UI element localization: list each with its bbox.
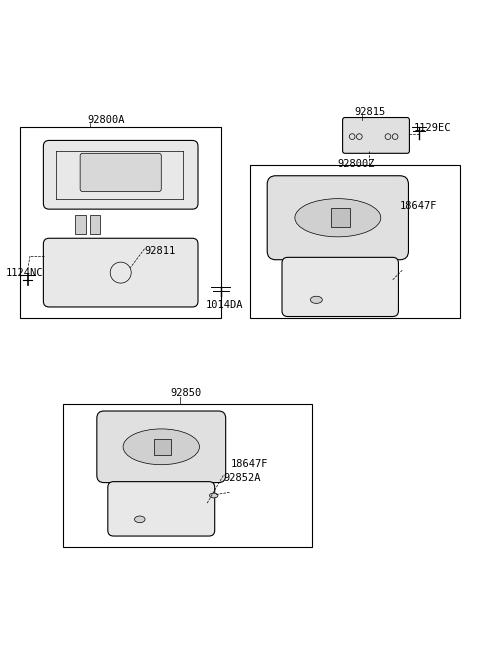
Text: 92852A: 92852A	[223, 473, 261, 483]
Ellipse shape	[295, 198, 381, 237]
Text: 92800A: 92800A	[87, 115, 125, 125]
Text: 92800Z: 92800Z	[338, 159, 375, 169]
FancyBboxPatch shape	[108, 481, 215, 536]
FancyBboxPatch shape	[282, 257, 398, 316]
Ellipse shape	[311, 296, 323, 303]
FancyBboxPatch shape	[80, 153, 161, 191]
Bar	[331, 208, 350, 227]
FancyBboxPatch shape	[43, 238, 198, 307]
Ellipse shape	[209, 493, 218, 498]
Text: 92850: 92850	[171, 388, 202, 398]
Text: 18647F: 18647F	[230, 458, 268, 468]
Text: 18647F: 18647F	[400, 201, 437, 211]
Bar	[75, 215, 86, 234]
FancyBboxPatch shape	[267, 176, 408, 260]
FancyBboxPatch shape	[97, 411, 226, 483]
FancyBboxPatch shape	[63, 404, 312, 547]
Bar	[154, 439, 171, 455]
Text: 92815: 92815	[355, 107, 386, 117]
Text: 1124NC: 1124NC	[6, 268, 44, 278]
FancyBboxPatch shape	[343, 117, 409, 153]
Text: 92811: 92811	[144, 246, 176, 256]
FancyBboxPatch shape	[21, 127, 221, 318]
FancyBboxPatch shape	[250, 165, 459, 318]
Text: 1014DA: 1014DA	[205, 299, 243, 310]
Ellipse shape	[123, 429, 199, 464]
Ellipse shape	[134, 516, 145, 523]
Bar	[90, 215, 100, 234]
Text: 1129EC: 1129EC	[414, 123, 452, 133]
FancyBboxPatch shape	[43, 140, 198, 209]
